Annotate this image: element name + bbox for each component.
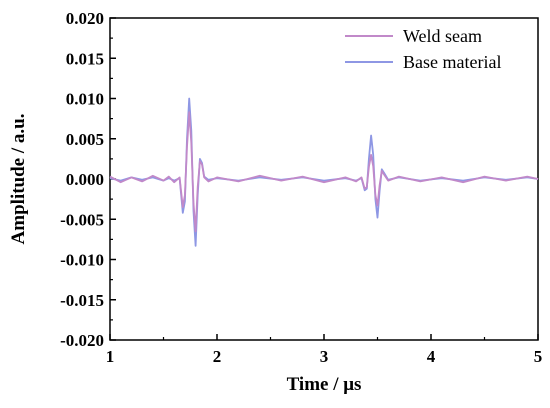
legend: Weld seam Base material [345, 26, 501, 72]
series-line-1 [109, 97, 539, 247]
y-tick-label: 0.000 [66, 170, 104, 189]
x-tick-label: 2 [213, 347, 222, 366]
y-tick-label: 0.020 [66, 9, 104, 28]
x-tick-label: 5 [534, 347, 543, 366]
y-tick-label: -0.005 [60, 210, 104, 229]
x-axis-title: Time / μs [287, 374, 362, 395]
y-tick-label: -0.010 [60, 251, 104, 270]
x-tick-label: 1 [106, 347, 115, 366]
y-tick-label: -0.015 [60, 291, 104, 310]
x-tick-label: 4 [427, 347, 436, 366]
y-tick-label: 0.005 [66, 130, 104, 149]
legend-label: Base material [403, 52, 501, 72]
y-tick-label: -0.020 [60, 331, 104, 350]
series-line-0 [109, 111, 539, 233]
y-axis-title: Amplitude / a.u. [8, 114, 29, 245]
y-tick-label: 0.015 [66, 49, 104, 68]
legend-label: Weld seam [403, 26, 482, 46]
x-tick-label: 3 [320, 347, 329, 366]
y-tick-label: 0.010 [66, 90, 104, 109]
